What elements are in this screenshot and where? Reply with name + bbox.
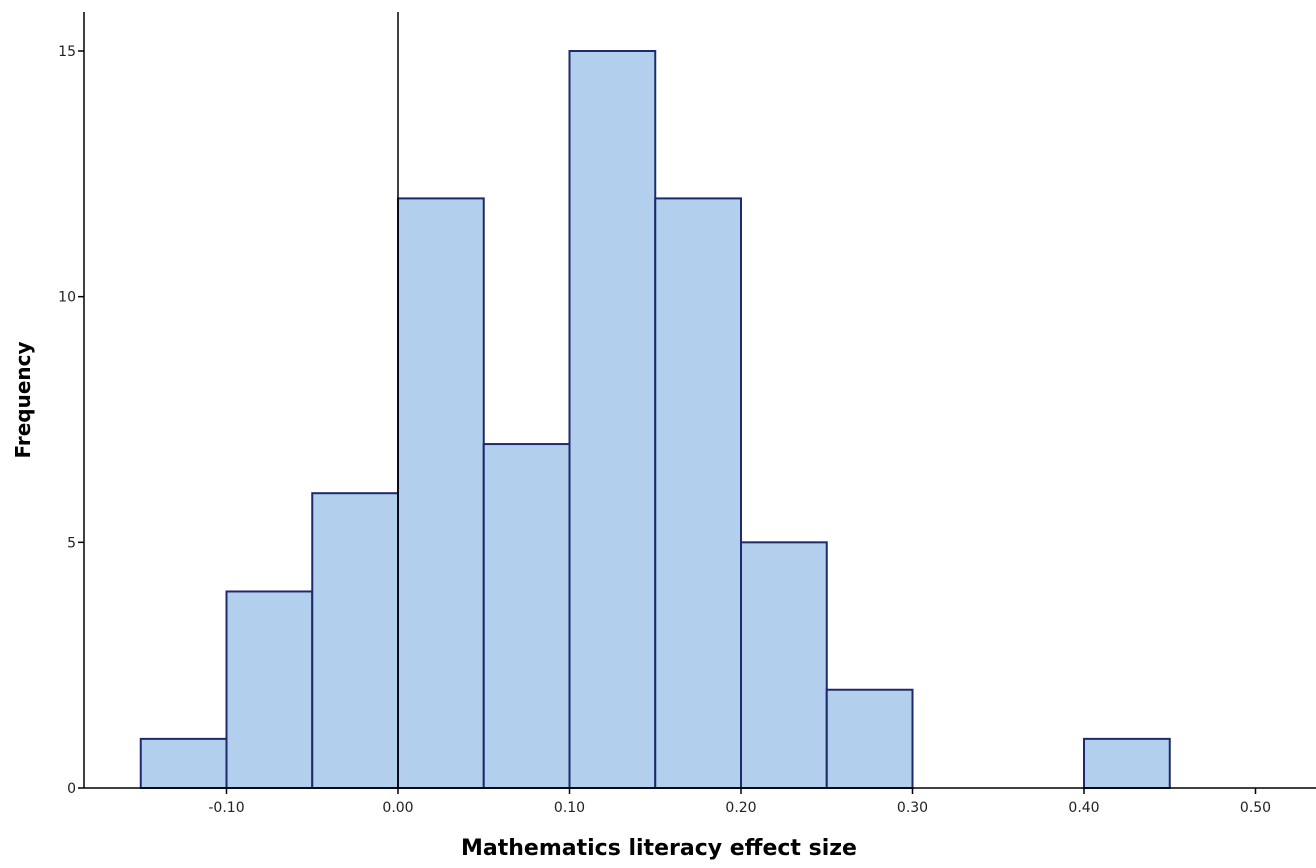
bars-group [139,50,1171,790]
x-tick-label: 0.00 [382,800,413,816]
x-axis-title: Mathematics literacy effect size [461,836,857,861]
y-tick-label: 0 [67,781,76,797]
histogram-bar [740,541,828,789]
histogram-bar [825,688,914,790]
histogram-bar [139,737,228,789]
histogram-bar [225,590,314,790]
y-tick-label: 5 [67,535,76,551]
histogram-bar [654,197,742,789]
histogram-bar [568,50,657,789]
histogram-bar [311,492,399,789]
histogram-bar [482,443,571,789]
y-axis-ticks: 0 5 10 15 [58,44,84,797]
x-tick-label: -0.10 [208,800,244,816]
y-tick-label: 10 [58,290,76,306]
x-tick-label: 0.20 [725,800,756,816]
x-tick-label: 0.10 [554,800,585,816]
x-tick-label: 0.40 [1068,800,1099,816]
y-tick-label: 15 [58,44,76,60]
x-tick-label: 0.50 [1240,800,1271,816]
x-tick-label: 0.30 [897,800,928,816]
histogram-bar [1083,737,1171,789]
x-axis-ticks: -0.10 0.00 0.10 0.20 0.30 0.40 0.50 [208,788,1271,816]
histogram-bar [397,197,485,789]
y-axis-title: Frequency [11,341,35,458]
